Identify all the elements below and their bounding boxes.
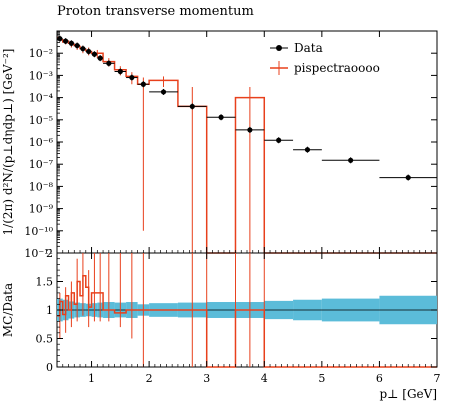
data-point xyxy=(140,81,146,87)
data-point xyxy=(276,137,282,143)
data-point xyxy=(160,89,167,95)
y-tick-label: 10⁻¹¹ xyxy=(24,247,53,260)
y-axis-label: 1/(2π) d²N/(p⊥dηdp⊥) [GeV⁻²] xyxy=(1,49,15,236)
mc-histogram-line xyxy=(57,36,437,254)
data-point xyxy=(91,51,98,57)
y-tick-label: 10⁻⁸ xyxy=(29,180,54,193)
y-tick-label: 10⁻⁵ xyxy=(29,114,53,127)
ratio-y-tick-label: 1.5 xyxy=(36,276,54,289)
y-tick-label: 10⁻⁷ xyxy=(29,158,54,171)
data-point xyxy=(74,42,80,49)
data-point xyxy=(189,103,195,110)
main-panel: 10⁻² 10⁻³ 10⁻⁴ 10⁻⁵ 10⁻⁶ 10⁻⁷ 10⁻⁸ 10⁻⁹ 10⁻¹⁰ 10⁻… xyxy=(24,30,438,260)
y-tick-label: 10⁻² xyxy=(29,47,53,60)
data-point xyxy=(63,38,69,44)
legend-entry-mc: pispectraoooo xyxy=(294,61,380,75)
y-tick-label: 10⁻¹⁰ xyxy=(24,225,53,238)
x-axis-label: p⊥ [GeV] xyxy=(380,387,438,401)
x-ticks: 1 2 3 4 5 6 7 xyxy=(62,31,441,385)
data-point xyxy=(106,60,112,66)
ratio-mc-line xyxy=(57,275,437,368)
data-point xyxy=(57,36,63,42)
ratio-y-tick-label: 0 xyxy=(46,361,53,374)
main-mc-error-bars xyxy=(59,35,251,253)
chart-title: Proton transverse momentum xyxy=(57,4,254,19)
ratio-y-axis-label: MC/Data xyxy=(1,283,15,337)
x-tick-label: 2 xyxy=(146,372,153,385)
main-data-points xyxy=(57,35,437,181)
ratio-mc-histogram xyxy=(57,275,437,368)
x-tick-label: 4 xyxy=(261,372,268,385)
data-point xyxy=(405,174,411,181)
legend-data-marker-dot xyxy=(276,45,282,51)
ratio-y-tick-label: 2 xyxy=(46,247,53,260)
y-tick-label: 10⁻³ xyxy=(29,69,53,82)
data-point xyxy=(304,147,311,153)
data-point xyxy=(68,40,74,46)
x-tick-label: 5 xyxy=(318,372,325,385)
ratio-y-tick-label: 1 xyxy=(46,304,53,317)
x-tick-label: 1 xyxy=(88,372,95,385)
data-point xyxy=(218,114,224,120)
ratio-panel: 0 0.5 1 1.5 2 xyxy=(36,247,438,374)
data-point xyxy=(117,68,123,75)
ratio-y-tick-label: 0.5 xyxy=(36,333,54,346)
x-tick-label: 7 xyxy=(434,372,441,385)
ratio-y-ticks: 0 0.5 1 1.5 2 xyxy=(36,247,437,374)
data-point xyxy=(97,55,103,61)
legend: Data pispectraoooo xyxy=(270,41,380,75)
legend-entry-data: Data xyxy=(294,41,323,55)
y-tick-label: 10⁻⁶ xyxy=(29,136,54,149)
data-point xyxy=(348,157,354,163)
y-tick-label: 10⁻⁹ xyxy=(29,203,54,216)
main-mc-histogram xyxy=(57,36,437,254)
data-point xyxy=(80,46,86,52)
y-tick-label: 10⁻⁴ xyxy=(29,92,54,105)
data-point xyxy=(129,74,135,81)
main-y-ticks: 10⁻² 10⁻³ 10⁻⁴ 10⁻⁵ 10⁻⁶ 10⁻⁷ 10⁻⁸ 10⁻⁹ 10⁻¹⁰ 10⁻… xyxy=(24,31,437,260)
ratio-mc-error-bars xyxy=(59,253,265,367)
data-point xyxy=(247,127,253,133)
x-tick-label: 6 xyxy=(376,372,383,385)
data-point xyxy=(86,48,92,55)
x-tick-label: 3 xyxy=(203,372,210,385)
